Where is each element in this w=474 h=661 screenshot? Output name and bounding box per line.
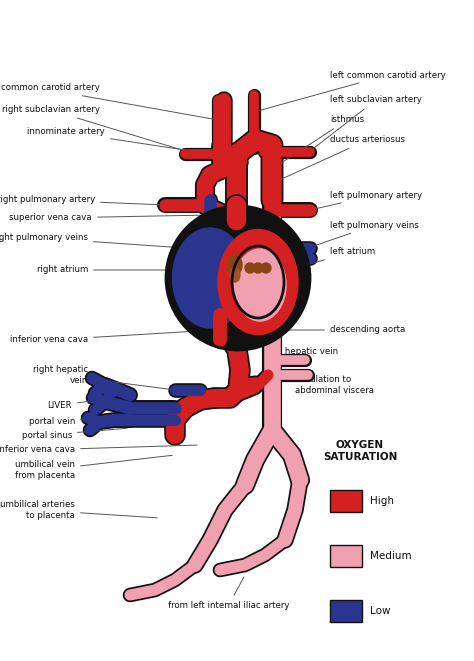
Text: left subclavian artery: left subclavian artery [307, 95, 422, 153]
Text: portal vein: portal vein [28, 415, 127, 426]
Text: right hepatic
vein: right hepatic vein [33, 366, 172, 389]
Bar [330, 545, 362, 567]
Text: LIVER: LIVER [47, 401, 97, 410]
Text: superior vena cava: superior vena cava [9, 214, 207, 223]
Ellipse shape [234, 249, 286, 321]
Ellipse shape [228, 255, 242, 275]
Text: from left internal iliac artery: from left internal iliac artery [168, 578, 290, 609]
Text: left hepatic vein
ductus
venosus: left hepatic vein ductus venosus [257, 347, 338, 382]
Text: right pulmonary veins: right pulmonary veins [0, 233, 182, 248]
Text: right pulmonary artery: right pulmonary artery [0, 196, 162, 205]
Circle shape [261, 263, 271, 273]
Circle shape [253, 263, 263, 273]
Text: left pulmonary veins: left pulmonary veins [310, 221, 419, 247]
Text: right subclavian artery: right subclavian artery [2, 106, 192, 153]
Text: descending aorta: descending aorta [275, 325, 405, 334]
Text: left atrium: left atrium [298, 247, 375, 267]
Text: inferior vena cava: inferior vena cava [0, 445, 197, 455]
Text: circulation to
abdominal viscera: circulation to abdominal viscera [295, 371, 374, 395]
Text: innominate artery: innominate artery [27, 128, 215, 155]
Text: inferior vena cava: inferior vena cava [10, 330, 212, 344]
Text: right atrium: right atrium [36, 266, 185, 274]
Text: left pulmonary artery: left pulmonary artery [313, 190, 422, 210]
Bar [330, 490, 362, 512]
Text: portal sinus: portal sinus [22, 428, 127, 440]
Text: umbilical arteries
to placenta: umbilical arteries to placenta [0, 500, 157, 520]
Text: left common carotid artery: left common carotid artery [257, 71, 446, 111]
Text: OXYGEN
SATURATION: OXYGEN SATURATION [323, 440, 397, 461]
Circle shape [166, 206, 310, 350]
Ellipse shape [230, 268, 240, 282]
Text: Medium: Medium [370, 551, 411, 561]
Text: isthmus: isthmus [280, 116, 364, 163]
Text: High: High [370, 496, 394, 506]
Text: right common carotid artery: right common carotid artery [0, 83, 215, 120]
Text: Low: Low [370, 606, 391, 616]
Ellipse shape [218, 229, 298, 334]
Text: umbilical vein
from placenta: umbilical vein from placenta [15, 455, 172, 480]
Ellipse shape [173, 228, 247, 328]
Text: ductus arteriosus: ductus arteriosus [278, 136, 405, 181]
Circle shape [245, 263, 255, 273]
Bar [330, 600, 362, 622]
